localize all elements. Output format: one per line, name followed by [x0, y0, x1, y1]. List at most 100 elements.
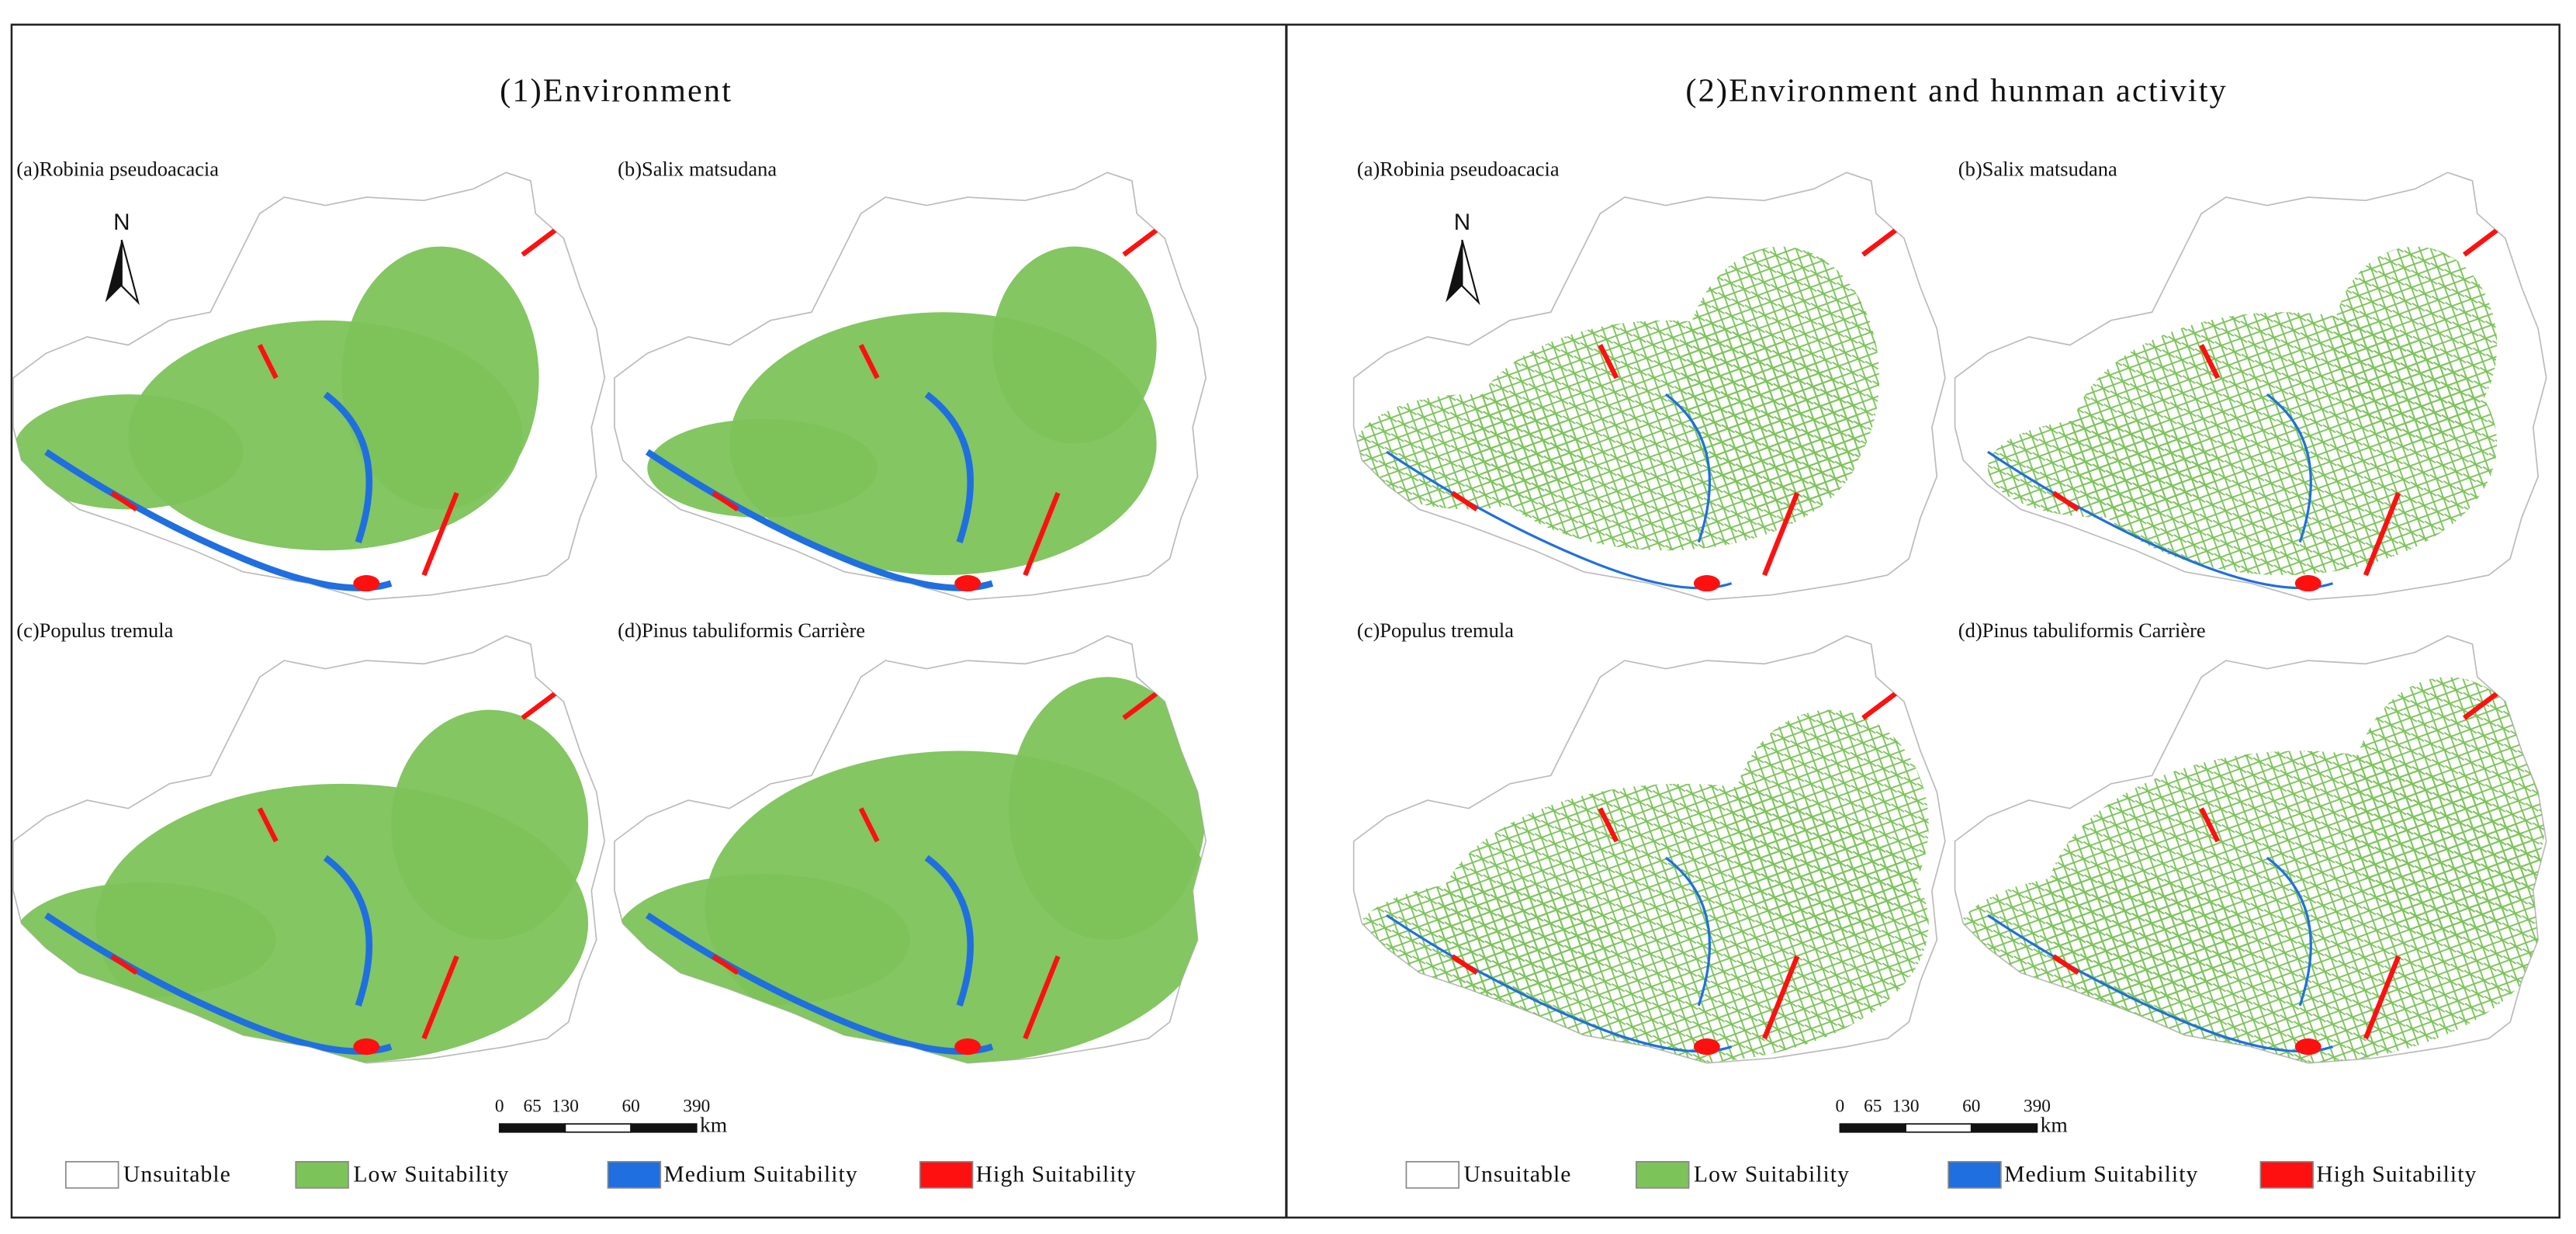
scale-unit: km: [2041, 1113, 2068, 1137]
suitability-layer: [13, 227, 557, 592]
legend-label: High Suitability: [2316, 1163, 2477, 1187]
medium-suitability-area: [44, 854, 393, 1055]
scale-label: 65: [523, 1096, 541, 1116]
legend-swatch: [607, 1160, 662, 1189]
high-suitability-area: [954, 575, 982, 592]
low-suitability-area: [391, 709, 589, 941]
panel: (2)Environment and hunman activity (a)Rob…: [1352, 72, 2547, 1189]
north-arrow: [1461, 239, 1480, 306]
scale-bar-segment: [1839, 1123, 1906, 1133]
suitability-layer: [1353, 227, 1898, 592]
map: [1954, 635, 2547, 1064]
panel-title: (2)Environment and hunman activity: [1685, 72, 2228, 109]
low-suitability-area: [1731, 709, 1929, 941]
low-suitability-area: [13, 394, 244, 510]
low-suitability-area: [2332, 246, 2498, 444]
scale-bar-segment: [630, 1123, 698, 1133]
high-suitability-area: [353, 575, 380, 592]
medium-suitability-area: [645, 854, 994, 1055]
scale-label: 390: [2024, 1096, 2051, 1116]
panel: (1)Environment (a)Robinia pseudoacacia (b)…: [12, 72, 1207, 1189]
high-suitability-area: [1693, 575, 1720, 592]
legend-label: Unsuitable: [123, 1163, 231, 1187]
scale-label: 60: [621, 1096, 639, 1116]
low-suitability-area: [13, 882, 276, 998]
low-suitability-area: [614, 874, 911, 1006]
legend-swatch: [1405, 1160, 1460, 1189]
legend-label: Low Suitability: [353, 1163, 509, 1187]
high-suitability-area: [2294, 575, 2322, 592]
north-label: N: [1454, 210, 1470, 235]
scale-label: 130: [1892, 1096, 1920, 1116]
low-suitability-area: [647, 418, 878, 518]
legend-swatch: [295, 1160, 349, 1189]
legend-label: Unsuitable: [1464, 1163, 1572, 1187]
map-label: (b)Salix matsudana: [618, 157, 777, 180]
panel-title: (1)Environment: [500, 72, 732, 109]
suitability-layer: [645, 227, 1158, 592]
legend-swatch: [1948, 1160, 2002, 1189]
high-suitability-area: [110, 691, 557, 1040]
high-suitability-area: [1693, 1038, 1720, 1055]
high-suitability-area: [2051, 691, 2499, 1040]
scale-bar-segment: [1905, 1123, 1972, 1133]
legend-label: Medium Suitability: [663, 1163, 857, 1187]
suitability-layer: [614, 677, 1207, 1063]
high-suitability-area: [1450, 227, 1898, 577]
high-suitability-area: [2051, 227, 2499, 577]
low-suitability-area: [1353, 882, 1617, 998]
high-suitability-area: [712, 227, 1158, 577]
high-suitability-area: [353, 1038, 380, 1055]
low-suitability-area: [1353, 394, 1584, 510]
map-label: (d)Pinus tabuliformis Carrière: [1958, 619, 2206, 642]
map: [1954, 172, 2547, 601]
scale-bar-segment: [1970, 1123, 2038, 1133]
scale-label: 65: [1864, 1096, 1882, 1116]
north-arrow: [1446, 240, 1463, 303]
map: [614, 172, 1207, 601]
low-suitability-area: [1987, 418, 2218, 518]
map: [614, 635, 1207, 1064]
low-suitability-area: [1955, 874, 2251, 1006]
medium-suitability-area: [645, 391, 994, 591]
scale-label: 0: [1836, 1096, 1845, 1116]
map-label: (a)Robinia pseudoacacia: [1357, 157, 1560, 180]
high-suitability-area: [712, 691, 1158, 1040]
scale-label: 60: [1962, 1096, 1980, 1116]
map: [1352, 172, 1946, 601]
low-suitability-area: [2349, 677, 2547, 941]
map-label: (d)Pinus tabuliformis Carrière: [618, 619, 865, 642]
map-label: (a)Robinia pseudoacacia: [16, 157, 219, 180]
legend-swatch: [2259, 1160, 2314, 1189]
low-suitability-area: [1009, 677, 1207, 941]
scale-label: 390: [683, 1096, 710, 1116]
suitability-layer: [13, 691, 589, 1063]
north-label: N: [113, 210, 130, 235]
medium-suitability-area: [1987, 856, 2334, 1053]
high-suitability-area: [954, 1038, 982, 1055]
legend-swatch: [1635, 1160, 1690, 1189]
scale-label: 0: [495, 1096, 504, 1116]
legend-label: Low Suitability: [1694, 1163, 1850, 1187]
map-label: (c)Populus tremula: [1357, 619, 1514, 642]
map-label: (b)Salix matsudana: [1958, 157, 2117, 180]
map: [12, 172, 606, 601]
low-suitability-area: [992, 246, 1157, 444]
map: [12, 635, 606, 1064]
scale-bar-segment: [498, 1123, 566, 1133]
low-suitability-area: [341, 246, 539, 510]
suitability-layer: [1987, 227, 2499, 592]
map: [1352, 635, 1946, 1064]
legend-swatch: [919, 1160, 974, 1189]
map-label: (c)Populus tremula: [16, 619, 173, 642]
high-suitability-area: [1450, 691, 1898, 1040]
north-arrow: [105, 240, 122, 303]
medium-suitability-area: [44, 391, 393, 591]
scale-unit: km: [700, 1113, 727, 1137]
medium-suitability-area: [1386, 393, 1733, 590]
legend-swatch: [64, 1160, 119, 1189]
legend-label: High Suitability: [976, 1163, 1137, 1187]
low-suitability-area: [1682, 246, 1880, 510]
scale-label: 130: [552, 1096, 579, 1116]
